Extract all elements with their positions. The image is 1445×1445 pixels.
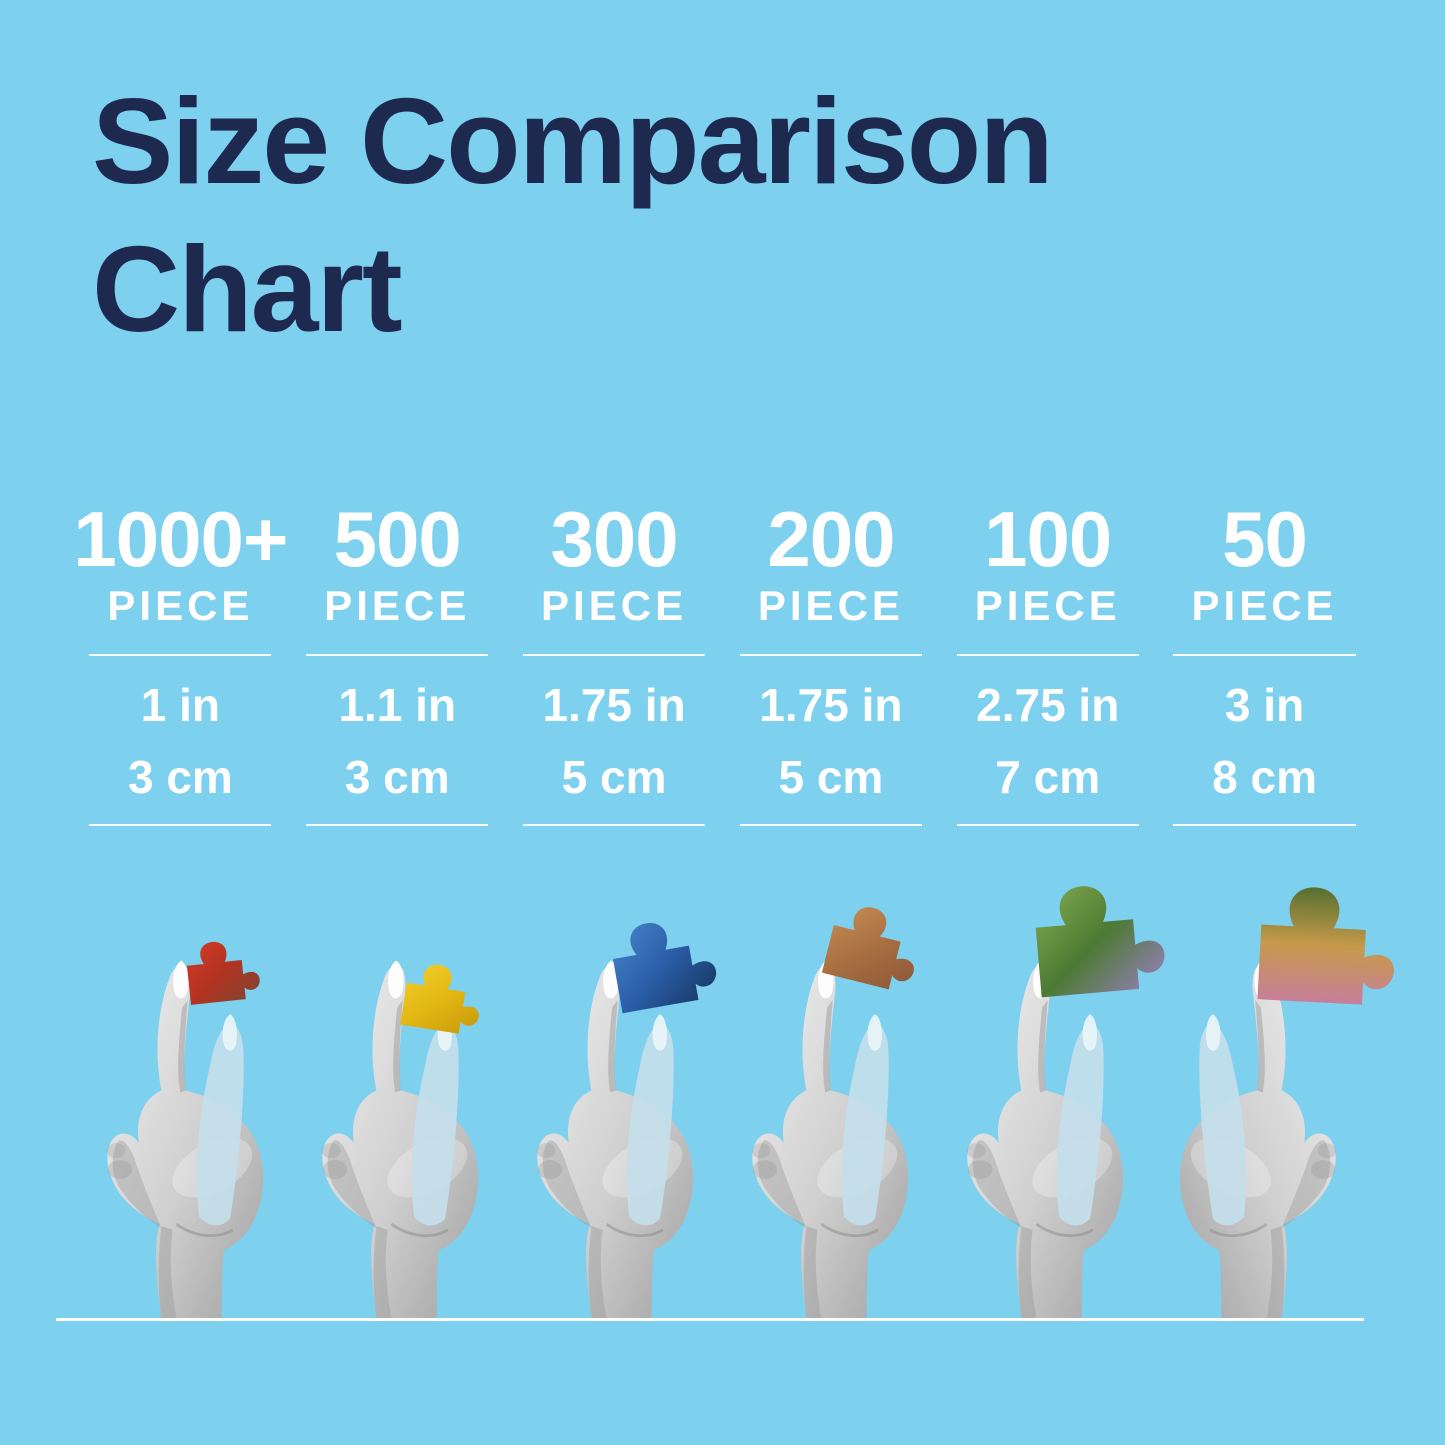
measurements: 3 in 8 cm [1156,656,1373,824]
column-300-piece: 300 PIECE 1.75 in 5 cm [506,500,723,826]
comparison-columns: 1000+ PIECE 1 in 3 cm 500 PIECE 1.1 in 3… [72,500,1373,826]
size-inches: 1 in [140,679,221,731]
measurements: 1.75 in 5 cm [722,656,939,824]
column-500-piece: 500 PIECE 1.1 in 3 cm [289,500,506,826]
divider-line [956,654,1139,656]
divider-line [523,654,706,656]
size-cm: 5 cm [561,751,667,803]
baseline-rule [56,1318,1364,1321]
piece-label: PIECE [1191,582,1338,629]
hand-photo-1000-piece [77,870,292,1320]
size-cm: 3 cm [127,751,233,803]
hand-photo-100-piece [937,870,1168,1320]
measurements: 1.1 in 3 cm [289,656,506,824]
size-cm: 3 cm [344,751,450,803]
size-cm: 8 cm [1212,751,1317,803]
field-landscape-puzzle-piece [1257,884,1399,1007]
page-title: Size Comparison Chart [92,68,1054,363]
piece-label: PIECE [107,582,254,629]
divider-line [306,654,489,656]
size-inches: 3 in [1224,679,1305,731]
red-brown-puzzle-piece [184,937,262,1005]
piece-label: PIECE [974,582,1121,629]
divider-line [89,654,272,656]
column-1000-piece: 1000+ PIECE 1 in 3 cm [72,500,289,826]
divider-line [956,824,1139,826]
size-inches: 1.75 in [542,679,686,731]
column-50-piece: 50 PIECE 3 in 8 cm [1156,500,1373,826]
piece-label: PIECE [757,582,904,629]
divider-line [523,824,706,826]
page-title-line2: Chart [92,220,403,357]
column-200-piece: 200 PIECE 1.75 in 5 cm [722,500,939,826]
divider-line [306,824,489,826]
measurements: 1 in 3 cm [72,656,289,824]
column-100-piece: 100 PIECE 2.75 in 7 cm [939,500,1156,826]
piece-count: 100 [984,495,1112,583]
size-inches: 2.75 in [976,679,1120,731]
divider-line [739,654,922,656]
hand-photo-500-piece [292,870,507,1320]
hands-row [77,870,1399,1320]
piece-label: PIECE [324,582,471,629]
size-inches: 1.75 in [759,679,903,731]
measurements: 1.75 in 5 cm [506,656,723,824]
blue-puzzle-piece [607,912,721,1014]
piece-count: 1000+ [73,495,288,583]
piece-label: PIECE [541,582,688,629]
piece-count: 500 [333,495,462,583]
size-inches: 1.1 in [338,679,457,731]
hand-photo-200-piece [722,870,937,1320]
size-cm: 7 cm [995,751,1101,803]
piece-count: 300 [550,495,679,583]
piece-count: 50 [1222,495,1308,583]
divider-line [739,824,922,826]
divider-line [1173,654,1356,656]
size-cm: 5 cm [778,751,884,803]
yellow-gold-puzzle-piece [400,960,486,1037]
page-title-line1: Size Comparison [92,73,1054,209]
piece-count: 200 [767,495,895,583]
hand-photo-50-piece [1152,870,1399,1320]
measurements: 2.75 in 7 cm [939,656,1156,824]
hand-photo-300-piece [507,870,722,1320]
divider-line [1173,824,1356,826]
divider-line [89,824,272,826]
